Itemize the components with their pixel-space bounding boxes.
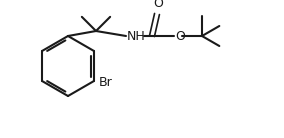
Text: Br: Br [99,75,113,88]
Text: O: O [175,30,185,43]
Text: NH: NH [127,30,146,43]
Text: O: O [153,0,163,10]
